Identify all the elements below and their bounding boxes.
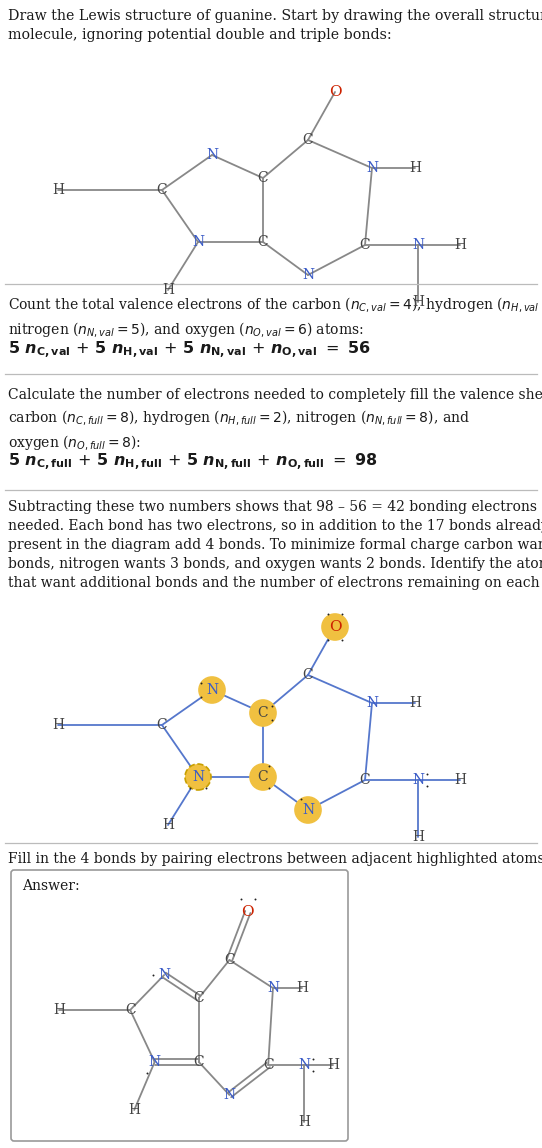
Text: C: C — [360, 773, 370, 788]
Circle shape — [250, 765, 276, 790]
Circle shape — [295, 797, 321, 823]
Text: C: C — [257, 235, 268, 249]
Text: $\bf{5}$ $\bfit{n}$$_{\bf{C,full}}$ $+$ $\bf{5}$ $\bfit{n}$$_{\bf{H,full}}$ $+$ : $\bf{5}$ $\bfit{n}$$_{\bf{C,full}}$ $+$ … — [8, 452, 378, 473]
Text: N: N — [149, 1055, 160, 1069]
Text: N: N — [302, 267, 314, 282]
Circle shape — [185, 765, 211, 790]
Text: H: H — [296, 982, 308, 995]
Text: N: N — [366, 161, 378, 174]
Text: C: C — [257, 706, 268, 720]
Text: C: C — [157, 718, 167, 732]
Text: Answer:: Answer: — [22, 879, 80, 893]
Text: C: C — [263, 1058, 274, 1072]
Text: Draw the Lewis structure of guanine. Start by drawing the overall structure of t: Draw the Lewis structure of guanine. Sta… — [8, 9, 542, 42]
Text: H: H — [454, 238, 466, 253]
Text: Fill in the 4 bonds by pairing electrons between adjacent highlighted atoms:: Fill in the 4 bonds by pairing electrons… — [8, 852, 542, 866]
Text: H: H — [128, 1103, 140, 1117]
Text: H: H — [162, 284, 174, 297]
Text: Calculate the number of electrons needed to completely fill the valence shells f: Calculate the number of electrons needed… — [8, 388, 542, 452]
Text: Count the total valence electrons of the carbon ($n_{C,val} = 4$), hydrogen ($n_: Count the total valence electrons of the… — [8, 295, 542, 339]
Text: C: C — [157, 183, 167, 197]
Text: H: H — [412, 830, 424, 844]
Text: O: O — [328, 620, 341, 634]
Circle shape — [322, 614, 348, 639]
Text: O: O — [328, 85, 341, 99]
Circle shape — [199, 677, 225, 703]
Text: N: N — [412, 238, 424, 253]
Text: N: N — [366, 696, 378, 709]
Text: N: N — [302, 802, 314, 817]
Text: H: H — [54, 1003, 66, 1017]
Text: N: N — [267, 982, 279, 995]
Text: N: N — [298, 1058, 311, 1072]
Text: H: H — [327, 1058, 339, 1072]
Text: N: N — [223, 1088, 236, 1102]
Text: N: N — [192, 235, 204, 249]
Text: C: C — [125, 1003, 136, 1017]
Text: N: N — [158, 968, 170, 982]
Text: H: H — [162, 819, 174, 832]
Text: C: C — [257, 770, 268, 784]
Text: Subtracting these two numbers shows that 98 – 56 = 42 bonding electrons are
need: Subtracting these two numbers shows that… — [8, 501, 542, 590]
Text: H: H — [409, 161, 421, 174]
Text: C: C — [193, 991, 204, 1004]
Text: H: H — [52, 718, 64, 732]
Text: H: H — [412, 295, 424, 309]
Text: N: N — [192, 770, 204, 784]
Text: H: H — [298, 1115, 310, 1128]
Text: C: C — [360, 238, 370, 253]
Text: O: O — [242, 905, 254, 920]
Text: N: N — [206, 683, 218, 697]
Text: C: C — [302, 668, 313, 682]
Text: H: H — [454, 773, 466, 788]
Text: C: C — [193, 1055, 204, 1069]
FancyBboxPatch shape — [11, 870, 348, 1141]
Text: H: H — [409, 696, 421, 709]
Text: H: H — [52, 183, 64, 197]
Text: C: C — [302, 133, 313, 147]
Text: C: C — [257, 171, 268, 185]
Text: N: N — [412, 773, 424, 788]
Circle shape — [250, 700, 276, 726]
Text: $\bf{5}$ $\bfit{n}$$_{\bf{C,val}}$ $+$ $\bf{5}$ $\bfit{n}$$_{\bf{H,val}}$ $+$ $\: $\bf{5}$ $\bfit{n}$$_{\bf{C,val}}$ $+$ $… — [8, 340, 371, 362]
Text: N: N — [206, 148, 218, 162]
Text: C: C — [224, 953, 235, 967]
